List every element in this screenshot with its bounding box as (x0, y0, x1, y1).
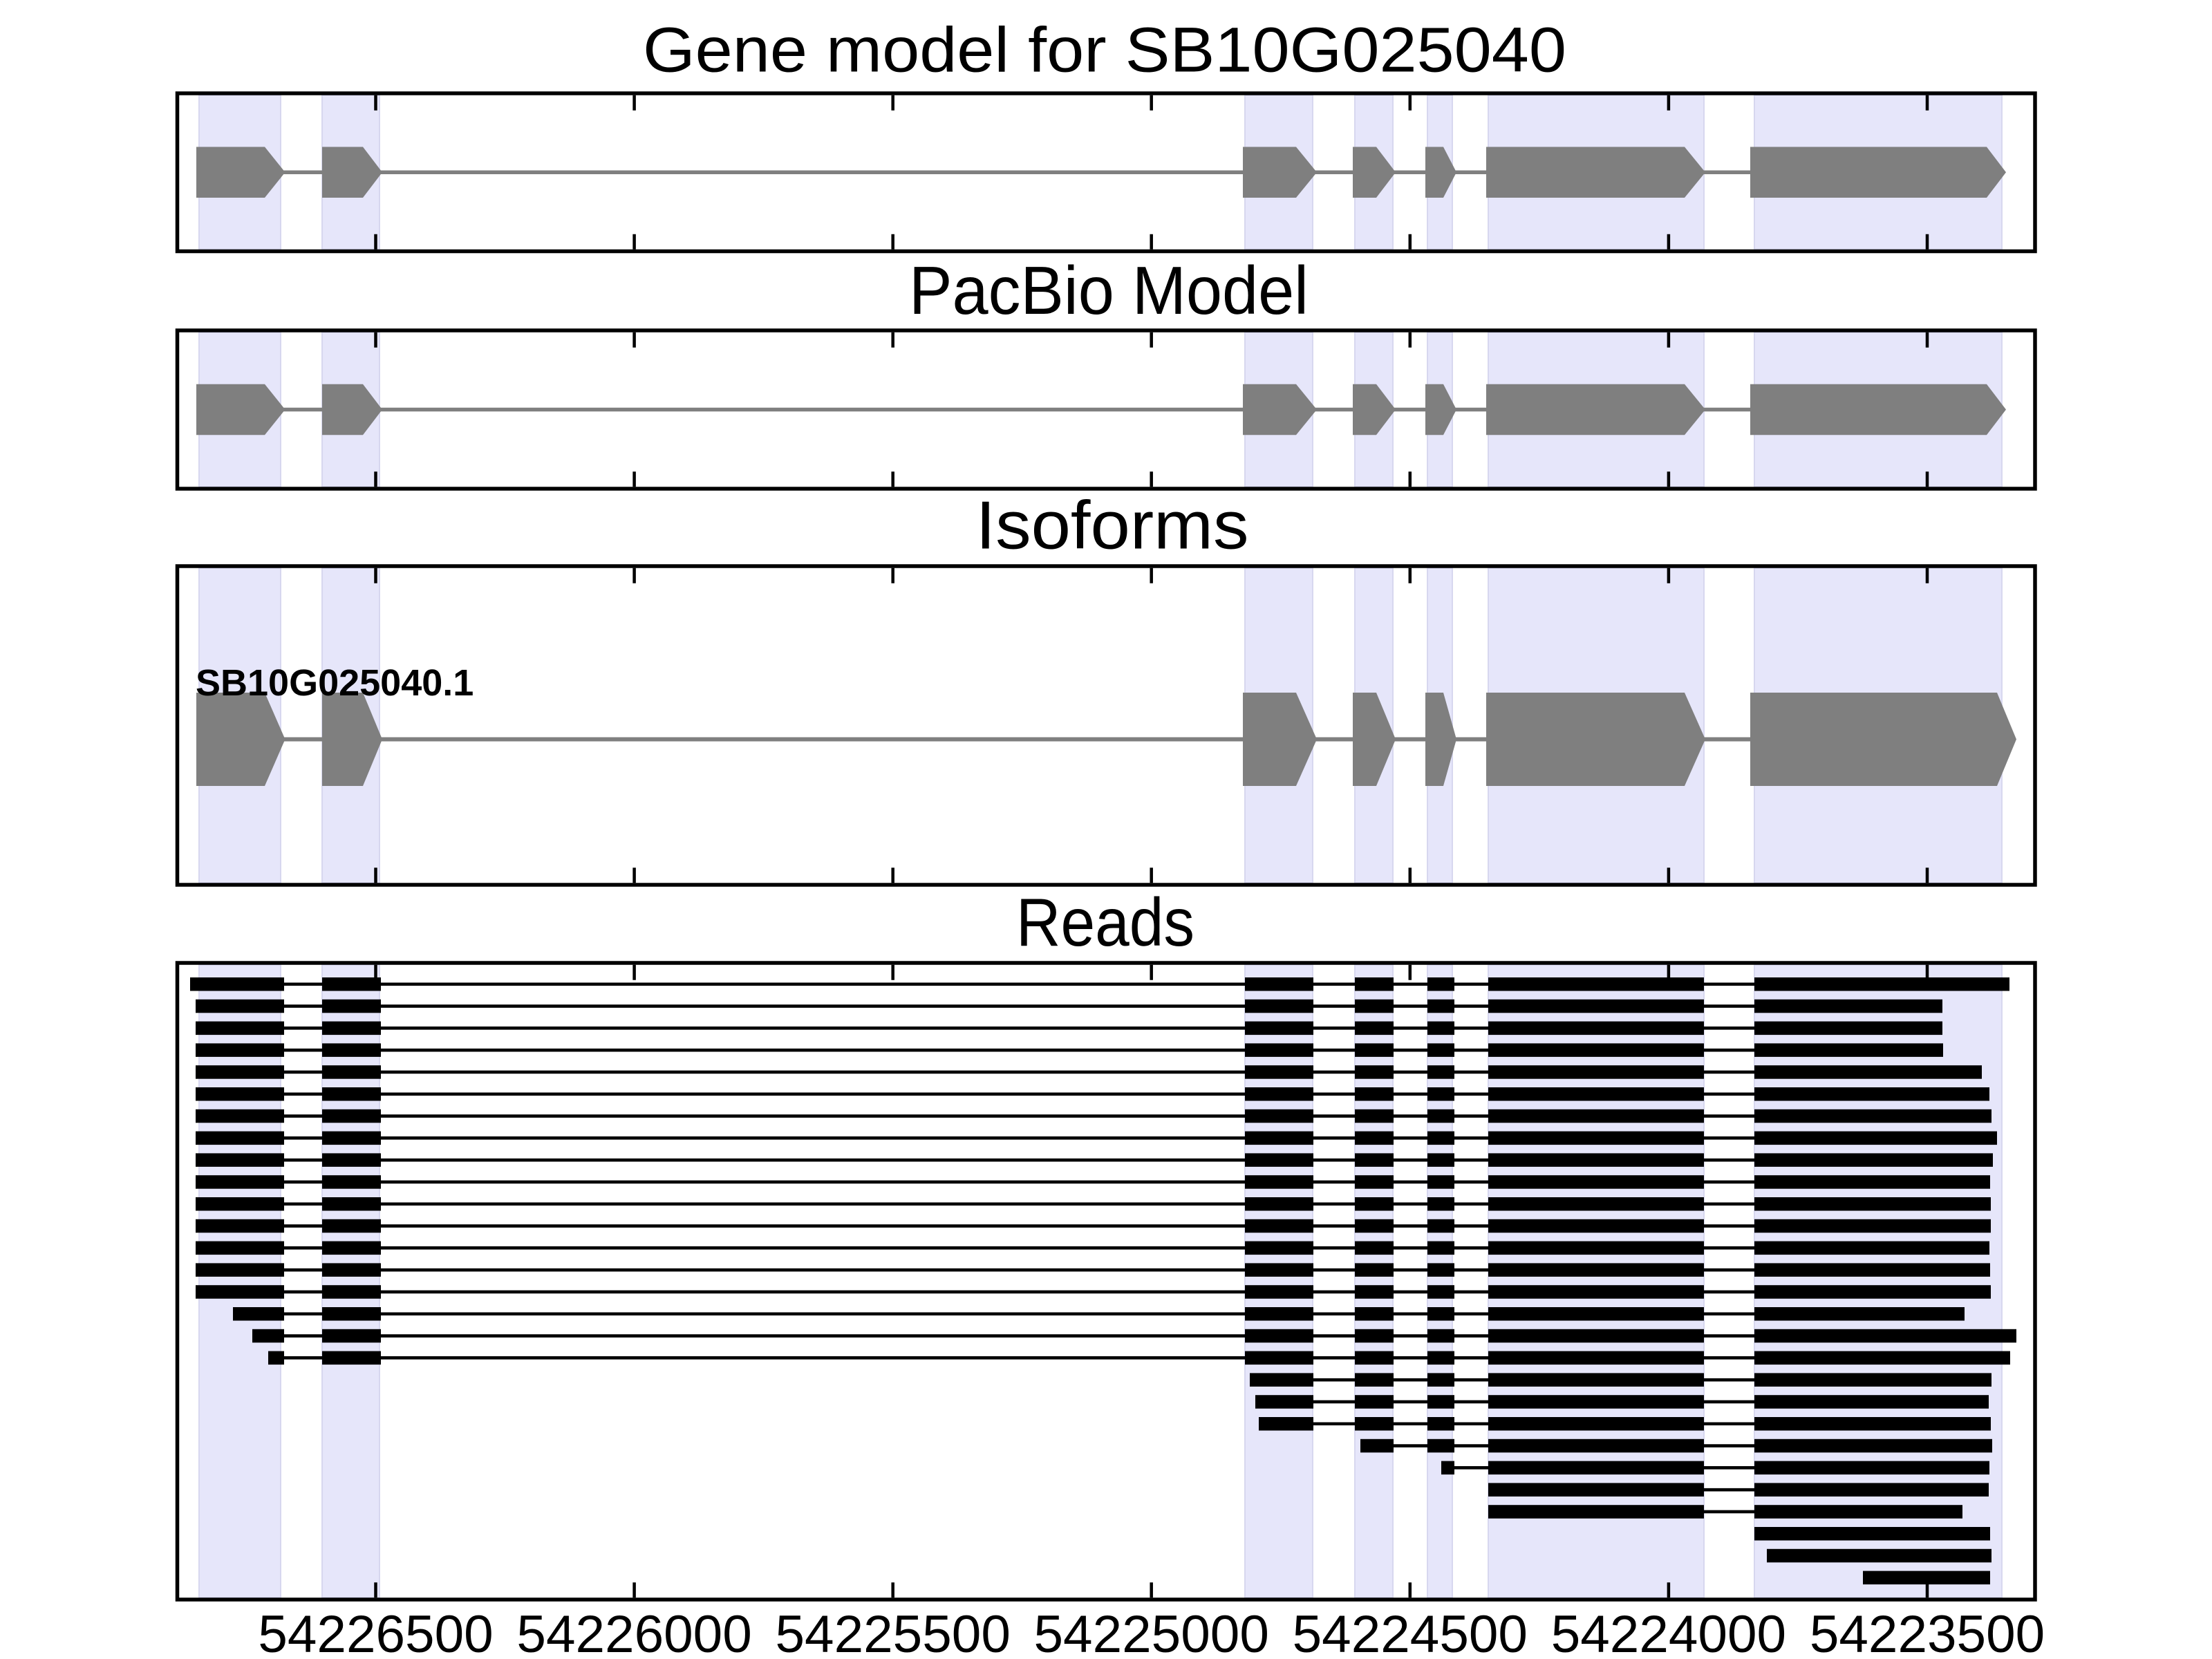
svg-text:54224500: 54224500 (1293, 1605, 1528, 1659)
svg-text:54226500: 54226500 (258, 1605, 493, 1659)
svg-text:Reads: Reads (1016, 884, 1194, 960)
svg-text:Isoforms: Isoforms (976, 487, 1249, 563)
svg-text:54223500: 54223500 (1810, 1605, 2045, 1659)
svg-text:SB10G025040.1: SB10G025040.1 (196, 662, 474, 704)
svg-text:PacBio Model: PacBio Model (909, 252, 1309, 328)
svg-text:Gene model for SB10G025040: Gene model for SB10G025040 (643, 15, 1566, 86)
svg-text:54225500: 54225500 (776, 1605, 1011, 1659)
svg-text:54225000: 54225000 (1034, 1605, 1269, 1659)
svg-text:54226000: 54226000 (516, 1605, 751, 1659)
svg-text:54224000: 54224000 (1551, 1605, 1786, 1659)
